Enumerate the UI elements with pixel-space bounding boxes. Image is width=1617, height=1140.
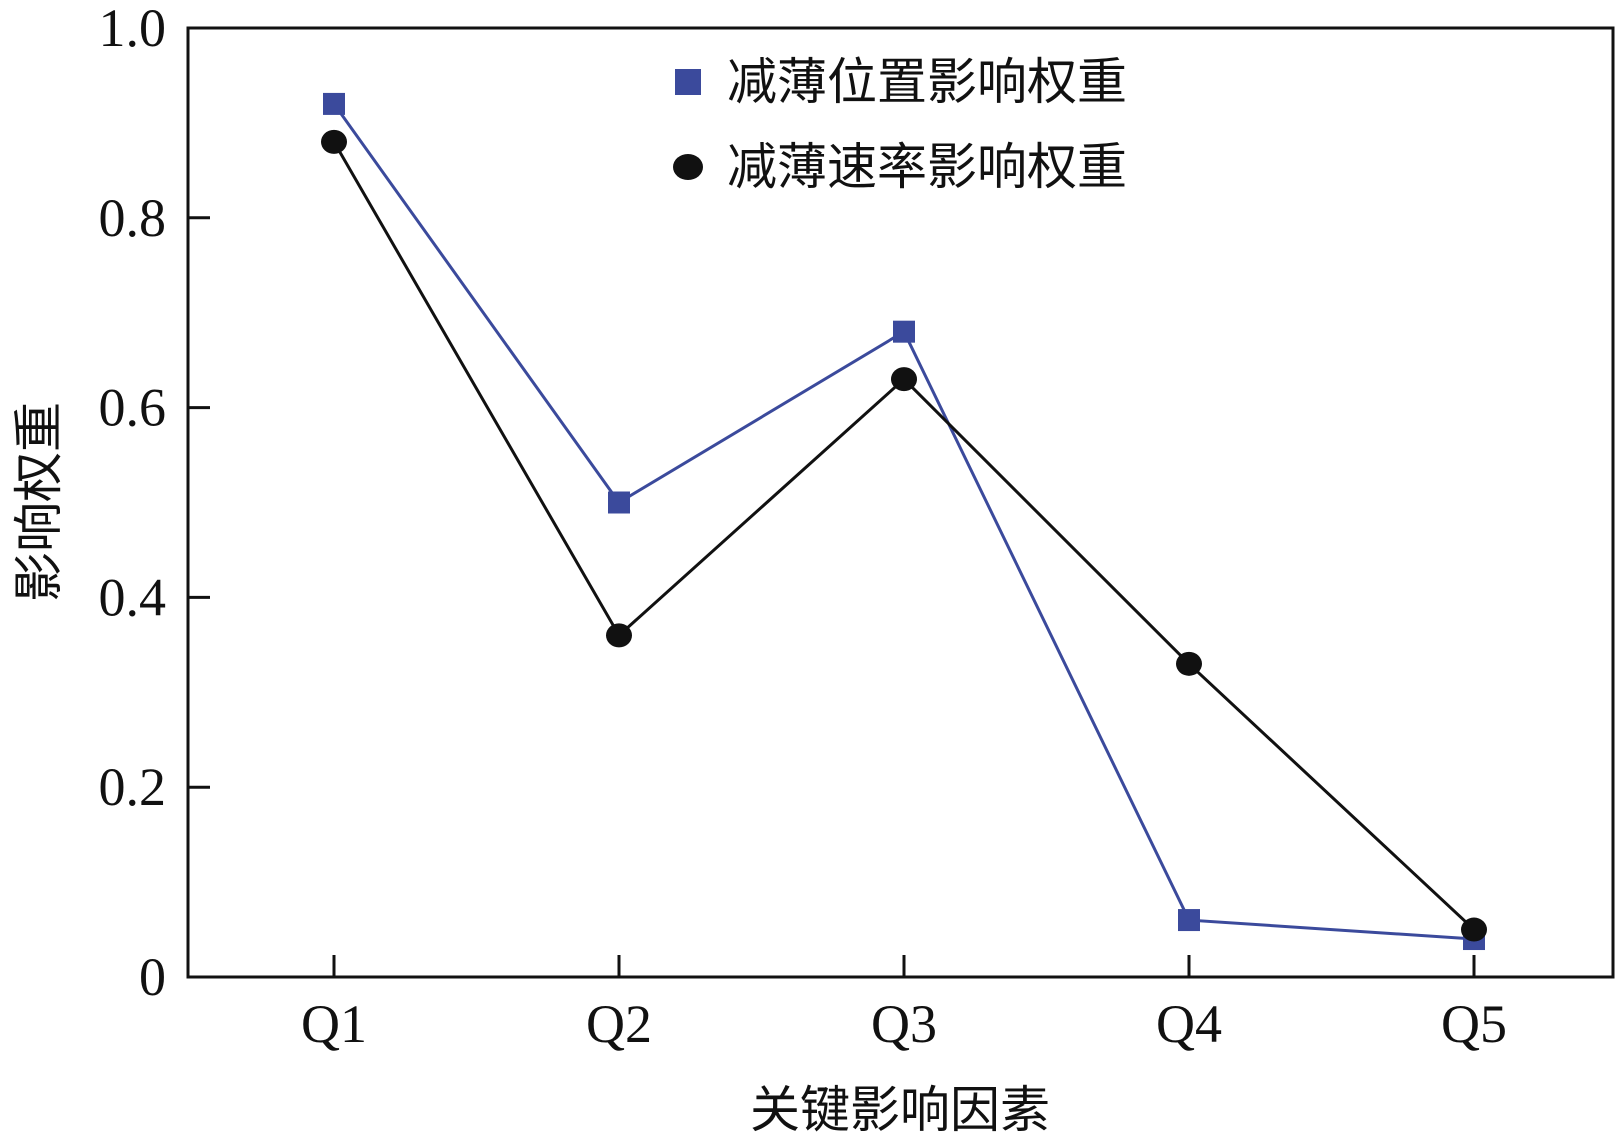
series-2-marker <box>1176 651 1202 676</box>
y-tick-label: 0.8 <box>99 188 167 248</box>
series-2-marker <box>891 367 917 392</box>
series-1-marker <box>893 320 915 343</box>
y-axis-title: 影响权重 <box>10 402 68 602</box>
y-tick-label: 0 <box>139 947 166 1007</box>
series-1-marker <box>608 491 630 514</box>
legend-marker-circle <box>673 154 703 180</box>
series-layer <box>321 92 1487 951</box>
series-line-2 <box>332 141 1476 931</box>
y-tick-label: 0.6 <box>99 378 167 438</box>
plot-frame <box>186 26 1615 979</box>
series-2-marker <box>321 129 347 154</box>
series-2-marker <box>606 623 632 648</box>
y-tick-label: 1.0 <box>99 0 167 58</box>
legend-marker-square <box>675 69 701 95</box>
x-tick-label: Q4 <box>1156 994 1222 1054</box>
series-1-marker <box>323 92 345 115</box>
series-2-marker <box>1461 917 1487 942</box>
y-tick-label: 0.4 <box>99 567 167 627</box>
x-tick-label: Q2 <box>586 994 652 1054</box>
series-line-1 <box>332 103 1475 941</box>
x-axis-ticks: Q1 Q2 Q3 Q4 Q5 <box>301 955 1507 1054</box>
x-tick-label: Q1 <box>301 994 367 1054</box>
x-tick-label: Q3 <box>871 994 937 1054</box>
y-tick-label: 0.2 <box>99 757 167 817</box>
legend-label: 减薄速率影响权重 <box>727 138 1127 196</box>
x-tick-label: Q5 <box>1441 994 1507 1054</box>
y-axis-ticks: 0 0.2 0.4 0.6 0.8 1.0 <box>99 0 210 1007</box>
series-1-marker <box>1178 909 1200 932</box>
legend-label: 减薄位置影响权重 <box>727 53 1127 111</box>
x-axis-title: 关键影响因素 <box>750 1081 1050 1139</box>
